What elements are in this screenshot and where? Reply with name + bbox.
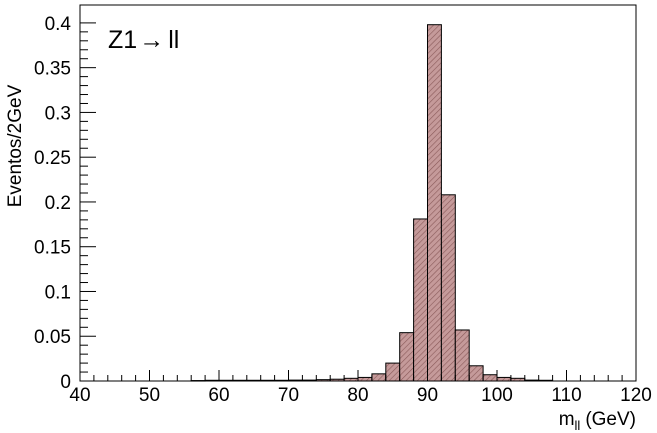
histogram-bin (413, 218, 429, 382)
x-tick-label: 50 (139, 385, 160, 406)
histogram-bin (385, 362, 401, 382)
histogram-bars (190, 24, 554, 382)
histogram-bin (468, 365, 484, 382)
x-tick-label: 60 (208, 385, 229, 406)
x-tick-label: 80 (347, 385, 368, 406)
x-axis: 40 50 60 70 80 90 100 110 120 (69, 370, 652, 406)
histogram-bin (440, 194, 456, 382)
x-axis-title-sub: ll (575, 418, 581, 433)
histogram-bin (482, 374, 498, 382)
y-tick-label: 0.3 (45, 103, 71, 124)
y-axis-title: Eventos/2GeV (5, 84, 26, 207)
x-tick-label: 70 (278, 385, 299, 406)
annotation-prefix: Z1 (108, 26, 137, 54)
y-axis: 0 0.05 0.1 0.15 0.2 0.25 0.3 0.35 0.4 (34, 14, 96, 393)
x-tick-label: 100 (481, 385, 513, 406)
x-tick-label: 40 (69, 385, 90, 406)
y-tick-label: 0.2 (45, 193, 71, 214)
annotation-suffix: ll (168, 26, 179, 54)
y-tick-label: 0.25 (34, 148, 71, 169)
histogram-bin (496, 376, 512, 382)
x-axis-title: mll (GeV) (559, 409, 636, 433)
x-tick-label: 110 (551, 385, 581, 406)
annotation-arrow: → (139, 26, 164, 54)
x-tick-label: 120 (620, 385, 652, 406)
histogram-bin (357, 376, 373, 382)
y-tick-label: 0.4 (45, 14, 72, 35)
y-tick-label: 0.05 (34, 327, 71, 348)
histogram-bin (427, 24, 442, 382)
x-tick-label: 90 (417, 385, 438, 406)
x-axis-title-main: m (559, 409, 575, 430)
y-tick-label: 0.35 (34, 59, 71, 80)
process-annotation: Z1→ ll (108, 26, 179, 54)
y-tick-label: 0.15 (34, 238, 71, 259)
y-tick-label: 0 (60, 372, 71, 393)
histogram-bin (454, 329, 470, 382)
y-tick-label: 0.1 (45, 282, 71, 303)
plot-frame (79, 4, 637, 382)
histogram-bin (371, 373, 387, 382)
x-axis-title-unit: (GeV) (585, 409, 636, 430)
histogram-bin (399, 332, 415, 382)
